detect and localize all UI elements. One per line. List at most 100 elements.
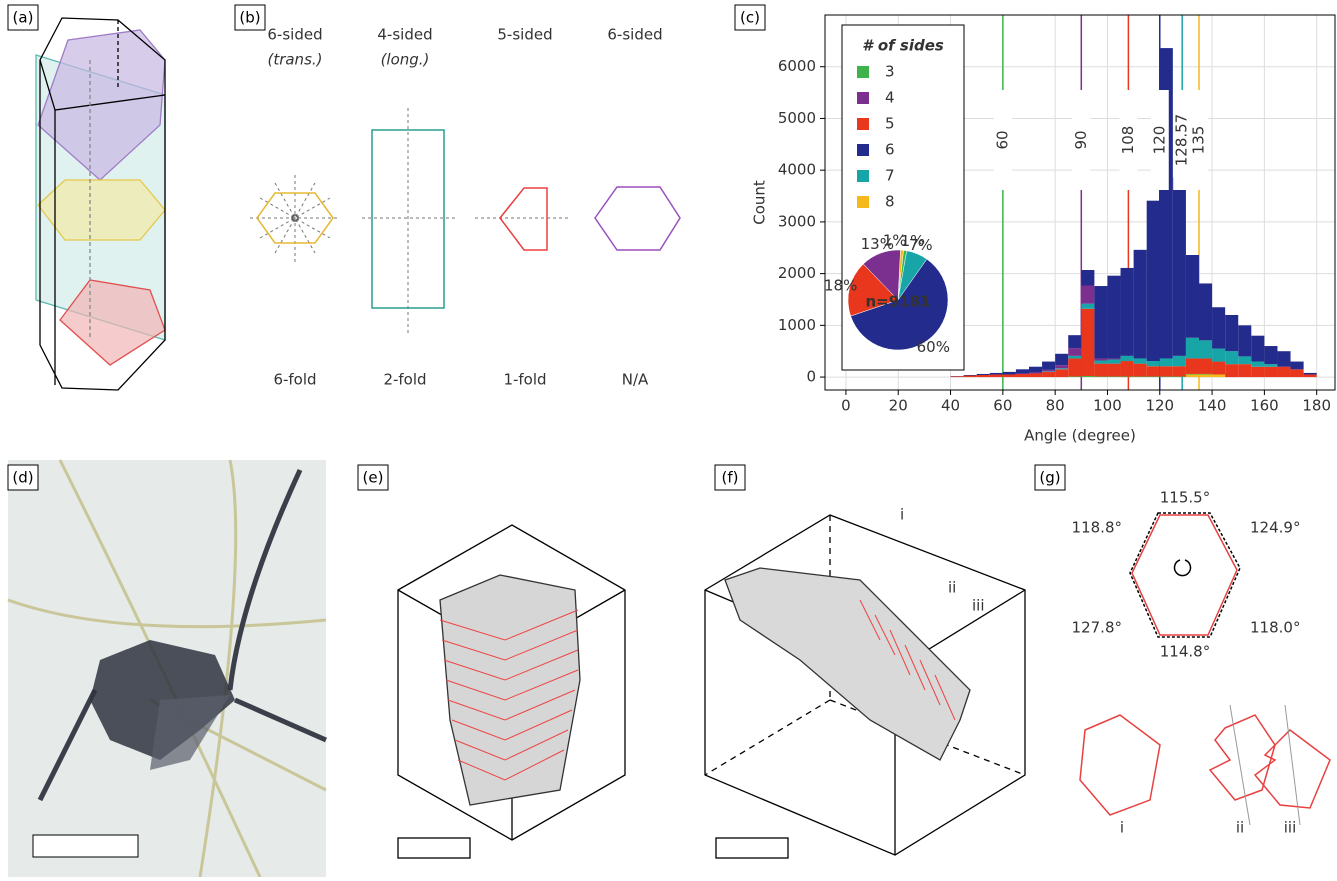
bar	[1147, 361, 1160, 366]
section-marker: ii	[948, 579, 956, 597]
bar	[1277, 351, 1290, 367]
bar	[990, 374, 1003, 377]
legend-swatch	[857, 170, 869, 182]
bar	[1264, 367, 1277, 377]
bar	[1264, 364, 1277, 367]
legend-swatch	[857, 118, 869, 130]
angle-label: 127.8°	[1072, 619, 1122, 637]
panel-label: (b)	[239, 9, 260, 27]
pie-center-label: n=9181	[866, 293, 931, 311]
section-label: iii	[1284, 819, 1297, 837]
bar	[1029, 372, 1042, 373]
bar	[1186, 358, 1199, 374]
bar	[1134, 358, 1147, 363]
bar	[1186, 338, 1199, 359]
x-tick-label: 180	[1302, 397, 1331, 415]
bar	[1107, 364, 1120, 377]
x-tick-label: 60	[993, 397, 1012, 415]
section-label: i	[1120, 819, 1124, 837]
bar	[964, 376, 977, 378]
bar	[1238, 364, 1251, 377]
panel-label: (d)	[12, 469, 33, 487]
prism-drawing	[36, 18, 165, 390]
legend-label: 3	[885, 63, 895, 81]
bar	[1121, 268, 1134, 356]
y-axis-label: Count	[751, 180, 769, 225]
bar	[1160, 377, 1173, 378]
y-tick-label: 4000	[778, 161, 816, 179]
shape-title: 6-sided	[607, 26, 662, 44]
shape-title: 5-sided	[497, 26, 552, 44]
bar	[1081, 376, 1094, 377]
x-tick-label: 80	[1046, 397, 1065, 415]
bar	[1068, 356, 1081, 359]
shape-title: 6-sided	[267, 26, 322, 44]
bar	[1212, 374, 1225, 377]
bar	[1199, 374, 1212, 377]
bar	[1173, 356, 1186, 366]
bar	[1251, 362, 1264, 367]
bar	[1134, 377, 1147, 378]
reference-label: 135	[1190, 126, 1208, 155]
bar	[1173, 177, 1186, 355]
bar	[1212, 349, 1225, 362]
cube-e	[398, 525, 625, 858]
bar	[1055, 368, 1068, 369]
bar	[1068, 335, 1081, 348]
legend-label: 8	[885, 193, 895, 211]
bar	[1081, 309, 1094, 376]
legend-swatch	[857, 66, 869, 78]
legend-label: 5	[885, 115, 895, 133]
reference-label: 108	[1119, 126, 1137, 155]
angle-label: 115.5°	[1160, 489, 1210, 507]
y-tick-label: 5000	[778, 109, 816, 127]
x-tick-label: 0	[841, 397, 851, 415]
bar	[1173, 366, 1186, 376]
x-tick-label: 120	[1145, 397, 1174, 415]
bar	[1199, 374, 1212, 375]
bar	[1003, 374, 1016, 377]
bar	[1029, 367, 1042, 373]
bar	[1291, 369, 1304, 377]
bar	[1042, 371, 1055, 372]
y-tick-label: 3000	[778, 212, 816, 230]
bar	[990, 373, 1003, 375]
bar	[1225, 364, 1238, 377]
symmetry-label: 2-fold	[383, 371, 426, 389]
bar	[1042, 362, 1055, 370]
figure: (a)(b)(c)(d)(e)(f)(g)6-sided(trans.)6-fo…	[0, 0, 1337, 877]
pie-label: 13%	[861, 235, 894, 253]
bar	[1186, 374, 1199, 375]
bar	[977, 375, 990, 377]
legend-swatch	[857, 92, 869, 104]
photo	[8, 460, 326, 877]
bar	[1068, 358, 1081, 376]
bar	[1121, 361, 1134, 377]
cube-f	[705, 515, 1025, 858]
bar	[1081, 286, 1094, 304]
bar	[1147, 366, 1160, 376]
reference-label: 120	[1150, 126, 1168, 155]
pie-label: 60%	[917, 338, 950, 356]
shape-title: 4-sided	[377, 26, 432, 44]
bar	[1291, 362, 1304, 370]
x-tick-label: 20	[889, 397, 908, 415]
bar	[1238, 356, 1251, 364]
symmetry-label: 1-fold	[503, 371, 546, 389]
bar	[1107, 377, 1120, 378]
bar	[1094, 364, 1107, 377]
bar	[1081, 270, 1094, 286]
bar	[1160, 366, 1173, 376]
x-tick-label: 100	[1093, 397, 1122, 415]
bar	[1225, 315, 1238, 351]
bar	[1016, 373, 1029, 374]
section-marker: iii	[972, 597, 985, 615]
bar	[1186, 374, 1199, 377]
legend-swatch	[857, 144, 869, 156]
bar	[1173, 377, 1186, 378]
reference-label: 90	[1072, 130, 1090, 149]
x-axis-label: Angle (degree)	[1024, 427, 1136, 445]
section-marker: i	[900, 506, 904, 524]
bar	[1147, 377, 1160, 378]
